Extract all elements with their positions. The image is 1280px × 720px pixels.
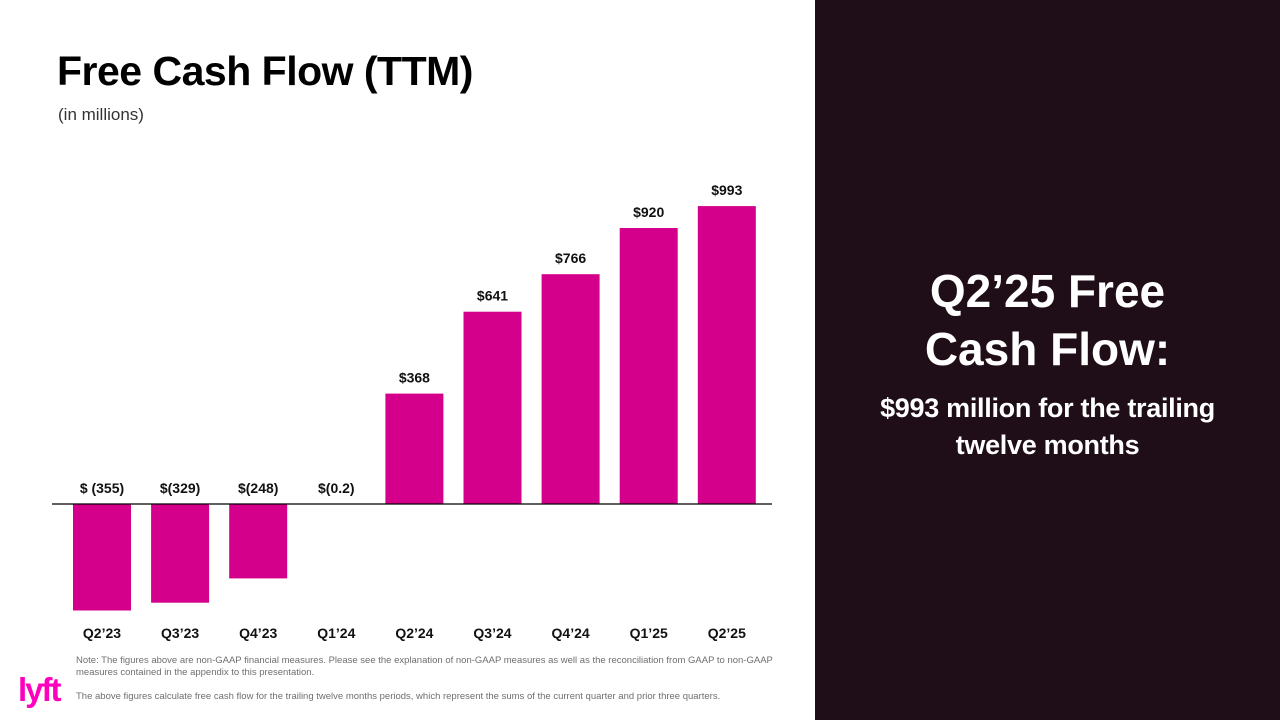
chart-subtitle: (in millions) [58, 105, 144, 124]
bar-value-label-2: $(248) [238, 480, 278, 496]
highlight-text: Q2’25 Free Cash Flow: $993 million for t… [815, 262, 1280, 464]
x-tick-label-6: Q4’24 [552, 625, 590, 641]
non-gaap-note: Note: The figures above are non-GAAP fin… [76, 655, 773, 678]
x-tick-label-5: Q3’24 [473, 625, 511, 641]
bar-2 [229, 504, 288, 579]
svg-text:lyft: lyft [18, 671, 62, 708]
highlight-headline: Q2’25 Free Cash Flow: [924, 265, 1171, 375]
bar-value-label-1: $(329) [160, 480, 200, 496]
bar-5 [463, 311, 522, 504]
x-tick-label-3: Q1’24 [317, 625, 355, 641]
bar-7 [619, 228, 678, 504]
bar-value-label-5: $641 [477, 288, 508, 304]
highlight-panel: Q2’25 Free Cash Flow: $993 million for t… [815, 0, 1280, 720]
x-tick-label-1: Q3’23 [161, 625, 199, 641]
bar-value-label-7: $920 [633, 204, 664, 220]
lyft-logo: lyft [18, 671, 64, 708]
chart-panel: Free Cash Flow (TTM) (in millions) $ (35… [18, 48, 773, 708]
bar-value-label-4: $368 [399, 370, 430, 386]
x-tick-label-2: Q4’23 [239, 625, 277, 641]
x-tick-label-8: Q2’25 [708, 625, 746, 641]
free-cash-flow-bar-chart: $ (355) Q2’23 $(329) Q3’23 $(248) Q4’23 $(0.2)… [52, 182, 772, 641]
bar-value-label-3: $(0.2) [318, 480, 355, 496]
bar-0 [73, 504, 131, 611]
bar-8 [697, 206, 756, 504]
bar-6 [541, 274, 600, 504]
x-tick-label-4: Q2’24 [395, 625, 433, 641]
chart-title: Free Cash Flow (TTM) [57, 48, 473, 94]
bar-1 [151, 504, 210, 603]
highlight-subtext: $993 million for the trailing twelve mon… [880, 393, 1215, 460]
bar-4 [385, 393, 444, 504]
ttm-note: The above figures calculate free cash fl… [76, 691, 721, 702]
x-tick-label-0: Q2’23 [83, 625, 121, 641]
bar-value-label-0: $ (355) [80, 480, 124, 496]
x-tick-label-7: Q1’25 [630, 625, 668, 641]
bar-value-label-6: $766 [555, 250, 586, 266]
bar-value-label-8: $993 [711, 182, 742, 198]
